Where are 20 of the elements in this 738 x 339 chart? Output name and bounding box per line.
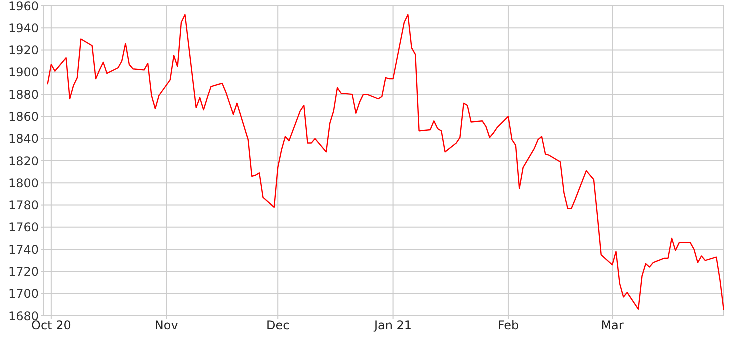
line-series (47, 14, 724, 312)
y-tick-label: 1900 (8, 66, 39, 80)
y-tick-label: 1960 (8, 0, 39, 14)
y-tick-label: 1780 (8, 198, 39, 213)
y-tick-label: 1760 (8, 220, 39, 235)
x-tick-label: Feb (498, 318, 520, 333)
y-tick-label: 1740 (8, 242, 39, 257)
x-tick-label: Jan 21 (373, 318, 412, 333)
y-tick-label: 1860 (8, 110, 39, 124)
y-tick-label: 1700 (8, 287, 39, 302)
x-tick-label: Dec (266, 318, 290, 333)
y-tick-label: 1720 (8, 264, 39, 279)
x-tick-label: Mar (601, 318, 624, 333)
y-tick-label: 1920 (8, 44, 39, 58)
y-tick-label: 1940 (8, 21, 39, 36)
y-tick-label: 1880 (8, 88, 39, 102)
x-tick-label: Nov (154, 318, 178, 333)
y-tick-label: 1800 (8, 176, 39, 190)
y-tick-label: 1840 (8, 132, 39, 146)
y-tick-label: 1820 (8, 154, 39, 168)
